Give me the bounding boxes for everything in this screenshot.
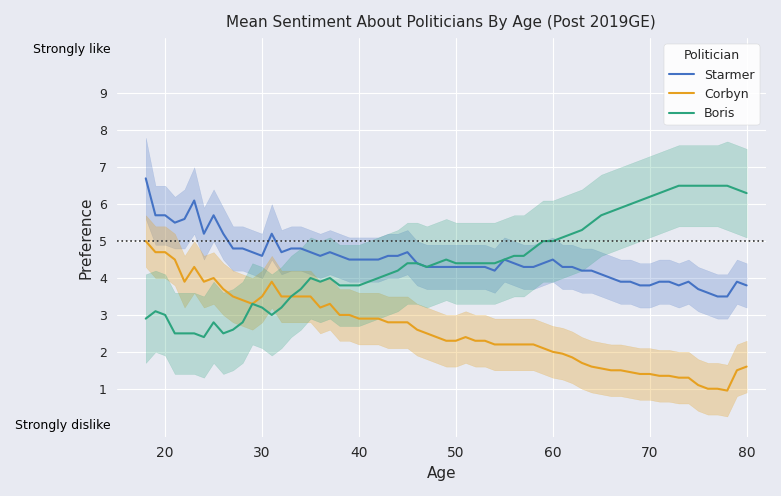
- Line: Starmer: Starmer: [146, 179, 747, 297]
- Boris: [733, 186, 742, 192]
- Line: Corbyn: Corbyn: [146, 241, 747, 390]
- Boris: [316, 279, 325, 285]
- Corbyn: [141, 238, 151, 244]
- Boris: [451, 260, 461, 266]
- Boris: [199, 334, 209, 340]
- Starmer: [713, 294, 722, 300]
- Corbyn: [306, 294, 316, 300]
- Boris: [742, 190, 751, 196]
- Text: Strongly like: Strongly like: [33, 43, 110, 56]
- Starmer: [441, 264, 451, 270]
- Starmer: [742, 282, 751, 288]
- Starmer: [306, 249, 316, 255]
- Legend: Starmer, Corbyn, Boris: Starmer, Corbyn, Boris: [665, 44, 760, 125]
- Title: Mean Sentiment About Politicians By Age (Post 2019GE): Mean Sentiment About Politicians By Age …: [226, 15, 656, 30]
- Boris: [335, 282, 344, 288]
- X-axis label: Age: Age: [426, 466, 456, 481]
- Line: Boris: Boris: [146, 186, 747, 337]
- Text: Strongly dislike: Strongly dislike: [15, 419, 110, 432]
- Corbyn: [742, 364, 751, 370]
- Corbyn: [733, 368, 742, 373]
- Corbyn: [441, 338, 451, 344]
- Corbyn: [558, 351, 567, 357]
- Corbyn: [722, 387, 732, 393]
- Starmer: [141, 176, 151, 182]
- Corbyn: [325, 301, 334, 307]
- Starmer: [558, 264, 567, 270]
- Corbyn: [422, 330, 431, 336]
- Boris: [568, 231, 577, 237]
- Y-axis label: Preference: Preference: [78, 196, 94, 279]
- Starmer: [422, 264, 431, 270]
- Boris: [141, 315, 151, 321]
- Starmer: [733, 279, 742, 285]
- Boris: [674, 183, 683, 188]
- Starmer: [325, 249, 334, 255]
- Boris: [432, 260, 441, 266]
